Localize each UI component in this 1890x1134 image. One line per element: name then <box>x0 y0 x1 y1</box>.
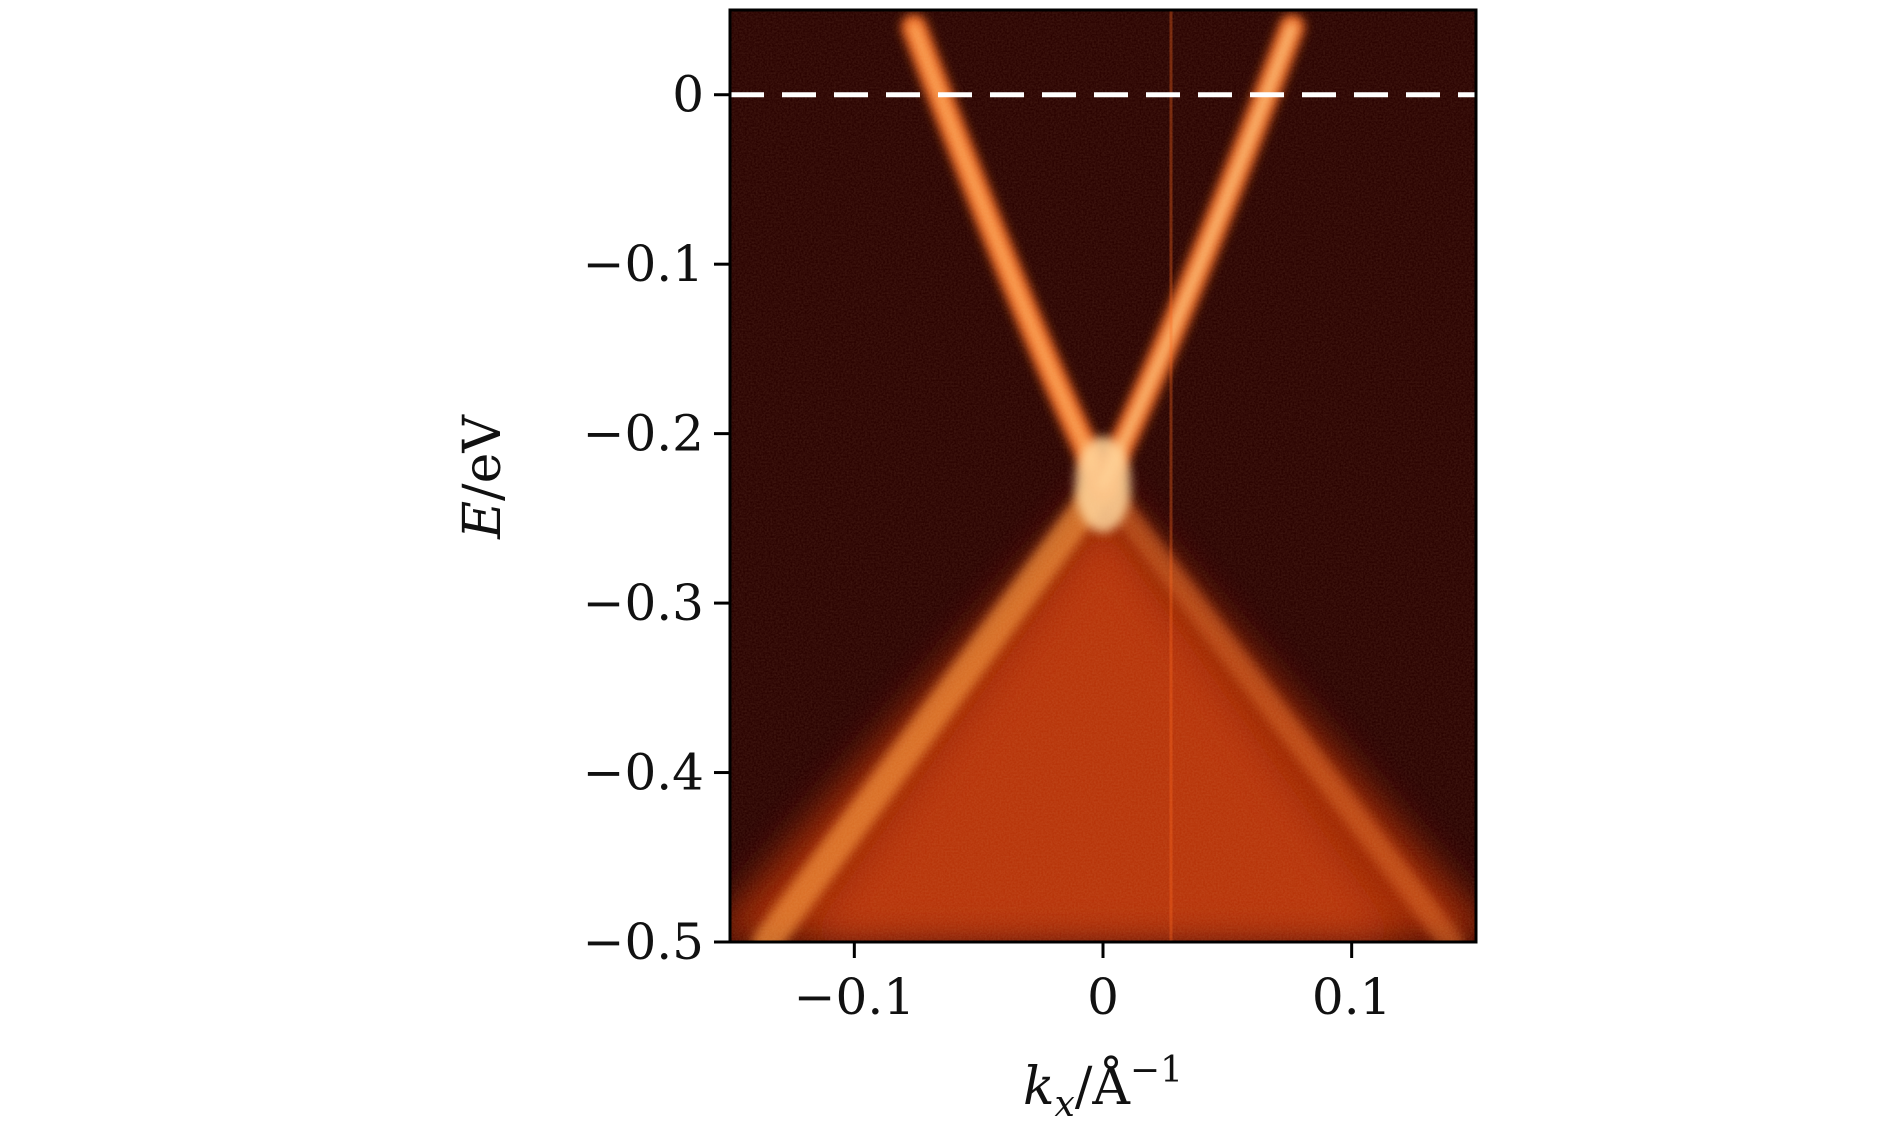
x-axis: −0.1 0 0.1 <box>794 942 1392 1026</box>
y-tick-label: −0.3 <box>583 574 704 632</box>
y-axis-label: E/eV <box>453 414 513 540</box>
y-tick-label: −0.2 <box>583 405 704 463</box>
plot-area <box>728 8 1478 944</box>
y-tick-label: −0.5 <box>583 913 704 971</box>
y-tick-label: −0.4 <box>583 744 704 802</box>
y-axis: 0 −0.1 −0.2 −0.3 −0.4 −0.5 <box>583 66 730 971</box>
y-tick-label: 0 <box>672 66 704 124</box>
x-tick-label: 0 <box>1087 968 1119 1026</box>
x-tick-label: −0.1 <box>794 968 915 1026</box>
x-axis-label: kx/Å−1 <box>1023 1050 1183 1125</box>
y-tick-label: −0.1 <box>583 235 704 293</box>
x-tick-label: 0.1 <box>1312 968 1392 1026</box>
noise-texture <box>730 10 1476 942</box>
